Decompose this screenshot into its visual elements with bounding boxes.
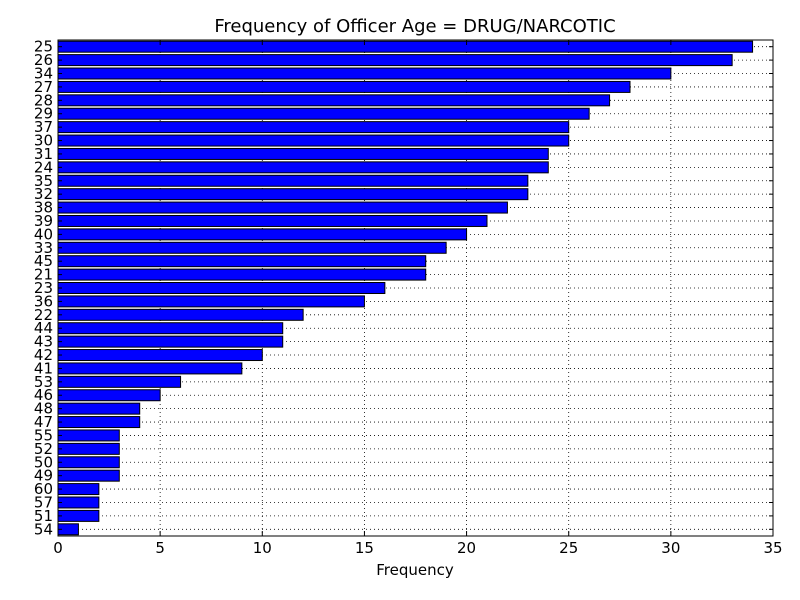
- y-tick-label: 29: [34, 105, 53, 123]
- bar-age-53: [57, 375, 182, 388]
- y-tick-label: 32: [34, 185, 53, 203]
- bar-age-27: [57, 80, 631, 93]
- y-tick-label: 40: [34, 225, 53, 243]
- y-tick-label: 34: [34, 65, 53, 83]
- y-axis-ticks: 2526342728293730312435323839403345212336…: [34, 38, 773, 538]
- bar-age-39: [57, 214, 488, 227]
- bar-age-32: [57, 188, 529, 201]
- bar-age-35: [57, 174, 529, 187]
- y-tick-label: 25: [34, 38, 53, 56]
- y-tick-label: 45: [34, 252, 53, 270]
- y-tick-label: 30: [34, 132, 53, 150]
- bar-age-46: [57, 389, 161, 402]
- x-tick-label: 25: [559, 539, 578, 557]
- bar-age-31: [57, 147, 549, 160]
- y-tick-label: 52: [34, 440, 53, 458]
- y-tick-label: 28: [34, 91, 53, 109]
- y-tick-label: 21: [34, 266, 53, 284]
- y-tick-label: 55: [34, 426, 53, 444]
- y-tick-label: 48: [34, 400, 53, 418]
- x-tick-label: 20: [457, 539, 476, 557]
- bar-age-49: [57, 469, 120, 482]
- bar-age-45: [57, 255, 427, 268]
- bar-age-42: [57, 349, 263, 362]
- y-tick-label: 57: [34, 493, 53, 511]
- bar-age-55: [57, 429, 120, 442]
- bars-layer: [57, 40, 754, 536]
- y-tick-label: 47: [34, 413, 53, 431]
- bar-age-28: [57, 94, 611, 107]
- x-tick-label: 5: [155, 539, 165, 557]
- bar-age-44: [57, 322, 284, 335]
- y-tick-label: 53: [34, 373, 53, 391]
- bar-age-51: [57, 509, 100, 522]
- bar-age-34: [57, 67, 672, 80]
- bar-age-36: [57, 295, 365, 308]
- y-tick-label: 33: [34, 239, 53, 257]
- bar-age-52: [57, 442, 120, 455]
- y-tick-label: 37: [34, 118, 53, 136]
- x-tick-label: 0: [53, 539, 63, 557]
- y-tick-label: 27: [34, 78, 53, 96]
- bar-age-24: [57, 161, 549, 174]
- y-tick-label: 49: [34, 467, 53, 485]
- bar-age-21: [57, 268, 427, 281]
- bar-age-26: [57, 54, 733, 67]
- bar-age-25: [57, 40, 754, 53]
- bar-age-22: [57, 308, 304, 321]
- y-tick-label: 36: [34, 292, 53, 310]
- bar-age-41: [57, 362, 243, 375]
- y-tick-label: 41: [34, 359, 53, 377]
- bar-age-47: [57, 416, 141, 429]
- y-tick-label: 54: [34, 520, 53, 538]
- y-tick-label: 50: [34, 453, 53, 471]
- bar-age-48: [57, 402, 141, 415]
- bar-age-37: [57, 121, 570, 134]
- y-tick-label: 23: [34, 279, 53, 297]
- bar-age-30: [57, 134, 570, 147]
- y-tick-label: 35: [34, 172, 53, 190]
- bar-age-50: [57, 456, 120, 469]
- bar-age-29: [57, 107, 590, 120]
- bar-age-23: [57, 282, 386, 294]
- y-tick-label: 39: [34, 212, 53, 230]
- bar-age-40: [57, 228, 468, 241]
- y-tick-label: 44: [34, 319, 53, 337]
- y-tick-label: 24: [34, 158, 53, 176]
- x-tick-label: 30: [661, 539, 680, 557]
- x-tick-label: 10: [253, 539, 272, 557]
- y-tick-label: 31: [34, 145, 53, 163]
- bar-age-60: [57, 483, 100, 496]
- bar-age-38: [57, 201, 508, 214]
- x-axis-ticks: 0 5 10 15 20 25 30 35: [53, 40, 783, 557]
- y-tick-label: 38: [34, 199, 53, 217]
- y-tick-label: 51: [34, 507, 53, 525]
- bar-age-33: [57, 241, 447, 254]
- chart-title: Frequency of Officer Age = DRUG/NARCOTIC: [214, 16, 615, 37]
- bar-age-43: [57, 335, 284, 348]
- y-tick-label: 26: [34, 51, 53, 69]
- x-tick-label: 35: [763, 539, 782, 557]
- y-tick-label: 22: [34, 306, 53, 324]
- bar-age-57: [57, 496, 100, 509]
- y-tick-label: 43: [34, 333, 53, 351]
- y-tick-label: 42: [34, 346, 53, 364]
- x-tick-label: 15: [355, 539, 374, 557]
- y-tick-label: 60: [34, 480, 53, 498]
- x-axis-label: Frequency: [376, 561, 454, 579]
- y-tick-label: 46: [34, 386, 53, 404]
